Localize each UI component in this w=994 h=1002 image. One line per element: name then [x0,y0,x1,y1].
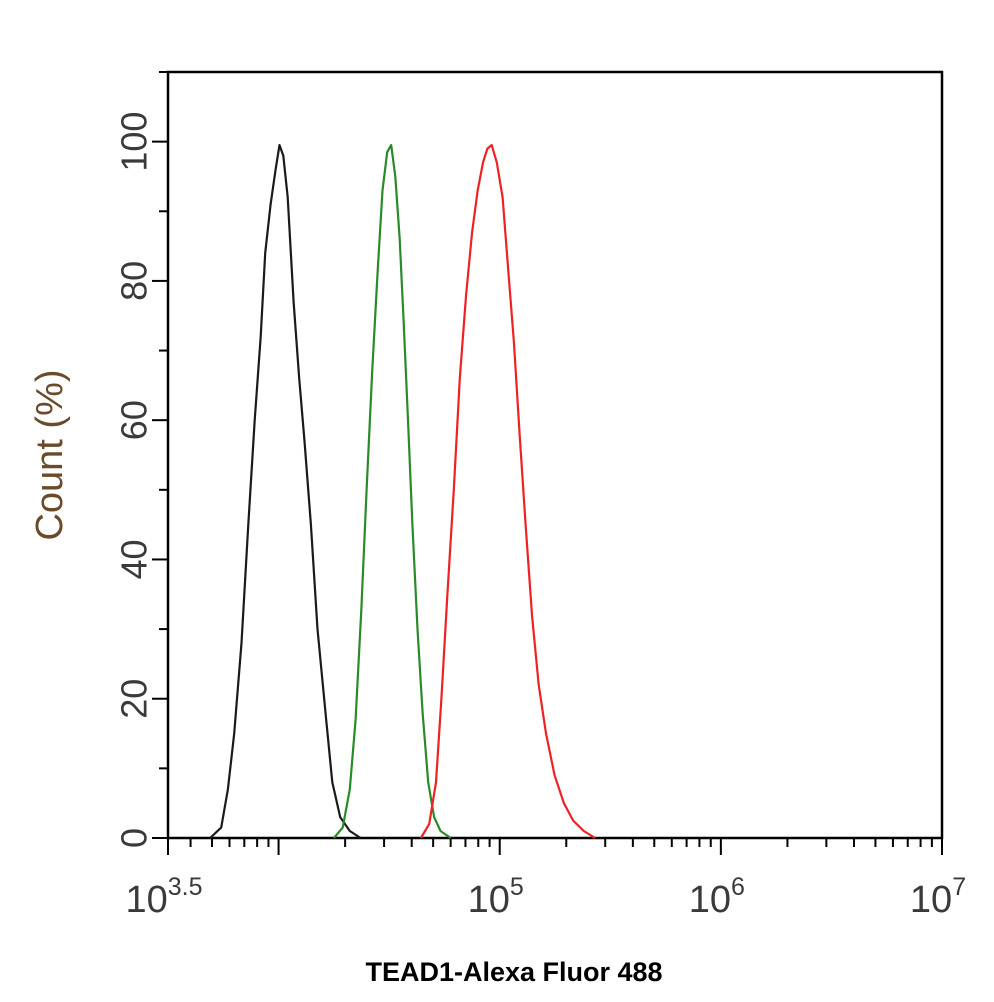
x-tick-label: 107 [910,873,966,921]
y-tick-label: 60 [114,400,155,440]
y-axis-label: Count (%) [29,369,71,540]
x-tick-label-base: 10 [689,879,731,921]
x-axis-label: TEAD1-Alexa Fluor 488 [365,957,662,987]
x-tick-label-exponent: 6 [731,873,745,901]
x-tick-label-exponent: 7 [952,873,966,901]
plot-frame [166,70,944,840]
y-tick-label: 80 [114,261,155,301]
y-tick-label: 20 [114,679,155,719]
y-tick-label: 40 [114,539,155,579]
x-tick-label-exponent: 3.5 [168,873,203,901]
y-tick-label: 0 [114,828,155,848]
x-tick-label: 106 [689,873,745,921]
histogram-series-2 [333,144,452,839]
x-tick-label: 105 [468,873,524,921]
x-tick-label-base: 10 [125,879,167,921]
y-tick-label: 100 [114,112,155,172]
x-tick-label-base: 10 [910,879,952,921]
histogram-series-1 [209,144,362,839]
histogram-series-3 [419,144,596,839]
x-tick-label-exponent: 5 [510,873,524,901]
x-tick-label: 103.5 [125,873,202,921]
x-tick-label-base: 10 [468,879,510,921]
